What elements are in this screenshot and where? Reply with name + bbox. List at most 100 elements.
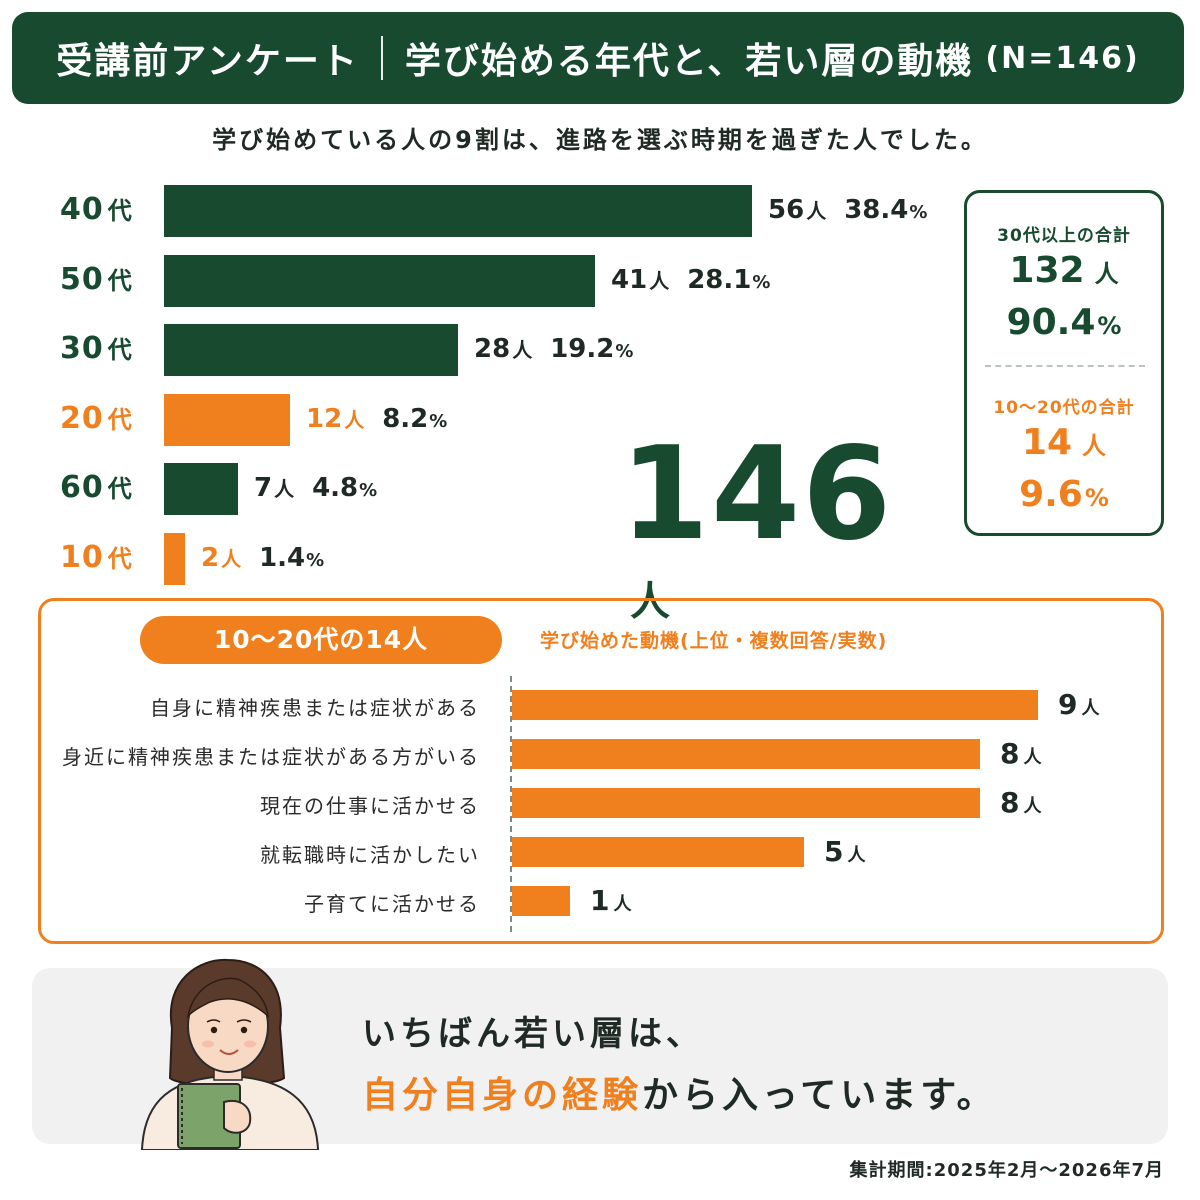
age-count: 28 [474, 334, 511, 364]
age-category-number: 10 [60, 540, 104, 575]
age-value-label: 56 人 38.4% [768, 195, 927, 225]
age-category-label: 60 代 [60, 469, 133, 505]
age-count-unit: 人 [806, 199, 827, 223]
junior-total-count: 14 人 [967, 421, 1161, 468]
junior-total-percent: 9.6% [967, 473, 1161, 520]
motive-axis-line [510, 676, 512, 932]
age-value-label: 28 人 19.2% [474, 334, 633, 364]
motive-bar [512, 690, 1038, 720]
age-bar [164, 255, 595, 307]
age-category-number: 20 [60, 401, 104, 436]
age-category-label: 40 代 [60, 191, 133, 227]
junior-pct-value: 9.6 [1019, 474, 1083, 515]
age-percent-unit: % [429, 411, 448, 432]
age-count: 7 [254, 473, 273, 503]
age-bar [164, 394, 290, 446]
senior-total-percent: 90.4% [967, 301, 1161, 348]
age-percent-unit: % [752, 272, 771, 293]
motive-category-label: 身近に精神疾患または症状がある方がいる [62, 745, 480, 769]
senior-pct-unit: % [1097, 312, 1122, 340]
header-banner: 受講前アンケート 学び始める年代と、若い層の動機 (N=146) [12, 12, 1184, 104]
woman-holding-book-illustration [140, 958, 320, 1150]
age-count: 56 [768, 195, 805, 225]
header-divider [380, 36, 383, 80]
age-bar [164, 185, 752, 237]
age-category-number: 50 [60, 262, 104, 297]
age-category-label: 10 代 [60, 539, 133, 575]
age-count-unit: 人 [221, 547, 242, 571]
motive-count: 5 [824, 835, 844, 868]
motive-count: 8 [1000, 737, 1020, 770]
age-category-suffix: 代 [107, 475, 133, 503]
junior-count-unit: 人 [1082, 432, 1107, 460]
age-count-unit: 人 [344, 408, 365, 432]
header-title-right: 学び始める年代と、若い層の動機 [404, 41, 974, 82]
motive-count: 8 [1000, 786, 1020, 819]
age-count: 2 [201, 543, 220, 573]
survey-period: 集計期間:2025年2月〜2026年7月 [849, 1160, 1164, 1181]
age-category-number: 40 [60, 192, 104, 227]
age-percent: 1.4% [259, 543, 325, 573]
junior-total-label: 10〜20代の合計 [993, 398, 1135, 418]
age-count-unit: 人 [512, 338, 533, 362]
motive-count-unit: 人 [1081, 698, 1100, 719]
motive-bar [512, 837, 804, 867]
junior-count-value: 14 [1021, 422, 1073, 463]
age-count-unit: 人 [274, 477, 295, 501]
motive-category-label: 就転職時に活かしたい [260, 843, 480, 867]
motive-group-pill: 10〜20代の14人 [140, 616, 502, 664]
senior-total-count: 132 人 [967, 249, 1161, 296]
age-value-label: 12 人 8.2% [306, 404, 447, 434]
motive-category-label: 現在の仕事に活かせる [260, 794, 480, 818]
age-category-label: 50 代 [60, 261, 133, 297]
age-category-suffix: 代 [107, 545, 133, 573]
age-bar [164, 533, 185, 585]
age-category-suffix: 代 [107, 336, 133, 364]
junior-pct-unit: % [1084, 484, 1109, 512]
header-title-left: 受講前アンケート [56, 41, 359, 82]
motive-category-label: 自身に精神疾患または症状がある [150, 696, 480, 720]
motive-count: 1 [590, 884, 610, 917]
age-percent: 38.4% [844, 195, 928, 225]
age-bar [164, 463, 238, 515]
age-percent-unit: % [306, 550, 325, 571]
motive-panel [38, 598, 1164, 944]
age-percent: 28.1% [687, 265, 771, 295]
motive-bar [512, 739, 980, 769]
motive-category-label: 子育てに活かせる [304, 892, 480, 916]
motive-chart-title: 学び始めた動機(上位・複数回答/実数) [540, 630, 888, 652]
age-bar [164, 324, 458, 376]
senior-count-unit: 人 [1094, 260, 1119, 288]
totals-summary-box: 30代以上の合計 132 人 90.4% 10〜20代の合計 14 人 9.6% [964, 190, 1164, 536]
age-percent-unit: % [359, 480, 378, 501]
motive-count-unit: 人 [1023, 747, 1042, 768]
senior-pct-value: 90.4 [1006, 302, 1096, 343]
senior-count-value: 132 [1009, 250, 1085, 291]
total-count: 146 [620, 420, 894, 569]
age-percent: 8.2% [382, 404, 448, 434]
age-count-unit: 人 [649, 269, 670, 293]
total-respondents: 146 人 [620, 420, 920, 627]
motive-count-unit: 人 [613, 894, 632, 915]
age-value-label: 41 人 28.1% [611, 265, 770, 295]
age-percent: 19.2% [550, 334, 634, 364]
age-category-suffix: 代 [107, 267, 133, 295]
age-category-label: 30 代 [60, 330, 133, 366]
header-sample-size: (N=146) [985, 40, 1140, 76]
age-category-number: 60 [60, 470, 104, 505]
total-unit: 人 [630, 579, 670, 625]
age-percent-unit: % [615, 341, 634, 362]
motive-count-unit: 人 [847, 845, 866, 866]
banner-highlight: 自分自身の経験 [362, 1075, 643, 1116]
totals-divider [985, 365, 1145, 367]
motive-count: 9 [1058, 688, 1078, 721]
motive-bar [512, 886, 570, 916]
age-category-label: 20 代 [60, 400, 133, 436]
age-category-suffix: 代 [107, 406, 133, 434]
subtitle: 学び始めている人の9割は、進路を選ぶ時期を過ぎた人でした。 [212, 126, 988, 154]
